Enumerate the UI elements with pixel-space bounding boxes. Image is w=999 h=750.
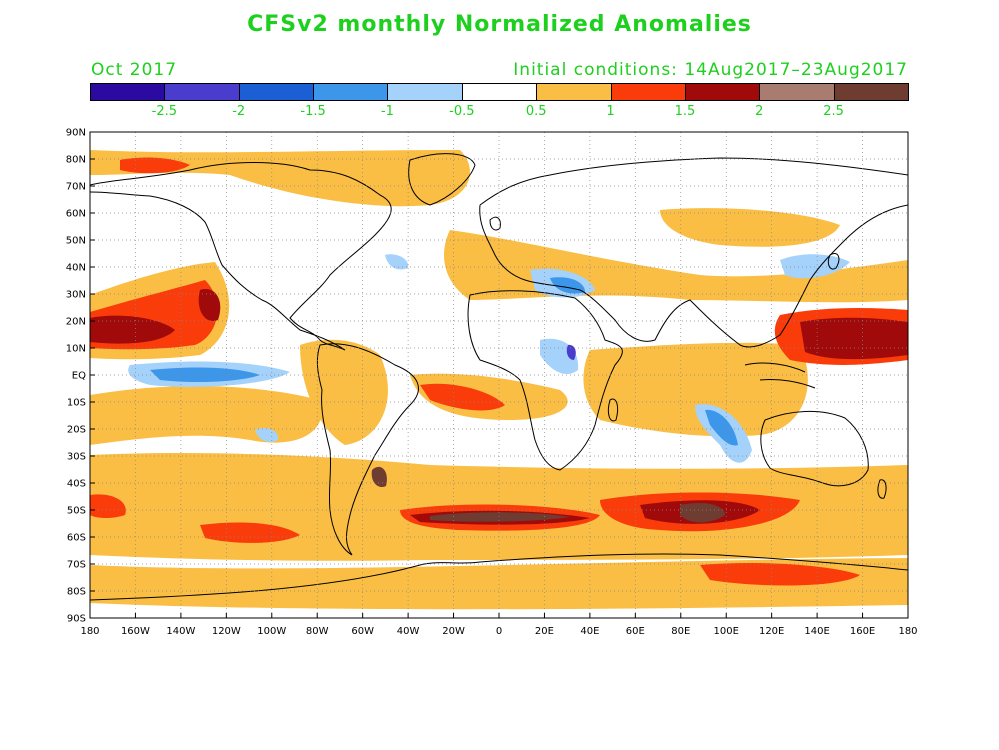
anomaly-region bbox=[198, 289, 221, 321]
anomaly-region bbox=[705, 409, 738, 446]
lat-tick-label: 80N bbox=[66, 155, 86, 166]
chart-title: CFSv2 monthly Normalized Anomalies bbox=[247, 12, 752, 37]
anomaly-region bbox=[200, 522, 300, 543]
colorbar-label: 0.5 bbox=[525, 104, 547, 119]
axis-ticks: 90N 80N 70N 60N 50N 40N 30N 20N 10N EQ 10S 20S 30S 40… bbox=[66, 128, 918, 638]
lat-tick-label: EQ bbox=[72, 371, 86, 382]
lon-tick-label: 0 bbox=[496, 626, 502, 637]
anomaly-region bbox=[90, 315, 175, 344]
lon-tick-label: 20E bbox=[535, 626, 554, 637]
anomaly-region bbox=[800, 317, 908, 360]
lon-tick-label: 100E bbox=[714, 626, 739, 637]
africa-coast bbox=[467, 290, 623, 471]
coastlines bbox=[90, 153, 908, 601]
anomaly-region bbox=[90, 558, 908, 610]
forecast-month: Oct 2017 bbox=[91, 60, 178, 80]
colorbar-label: -0.5 bbox=[449, 104, 475, 119]
lat-tick-label: 90N bbox=[66, 128, 86, 139]
lon-tick-label: 120W bbox=[212, 626, 241, 637]
lat-tick-label: 60S bbox=[67, 533, 86, 544]
colorbar-label: 2.5 bbox=[823, 104, 844, 119]
anomaly-region bbox=[660, 208, 840, 247]
anomaly-region bbox=[566, 344, 576, 360]
lat-tick-label: 50N bbox=[66, 236, 86, 247]
colorbar-label: 1 bbox=[606, 104, 615, 119]
japan-coast bbox=[827, 253, 840, 270]
indonesia-coast bbox=[744, 362, 816, 389]
lon-tick-label: 160E bbox=[850, 626, 875, 637]
colorbar-label: 1.5 bbox=[674, 104, 696, 119]
lon-tick-label: 60W bbox=[351, 626, 374, 637]
anomaly-region bbox=[90, 494, 126, 519]
anomaly-region bbox=[150, 367, 260, 383]
anomaly-region bbox=[420, 383, 505, 411]
lon-tick-label: 100W bbox=[257, 626, 286, 637]
lat-tick-label: 10S bbox=[67, 398, 86, 409]
anomaly-region bbox=[700, 563, 860, 586]
colorbar bbox=[90, 83, 909, 103]
lat-tick-label: 70S bbox=[67, 560, 86, 571]
lat-tick-label: 40S bbox=[67, 479, 86, 490]
lon-tick-label: 80E bbox=[671, 626, 690, 637]
graticule bbox=[90, 132, 908, 618]
anomaly-region bbox=[120, 157, 190, 174]
colorbar-label: 2 bbox=[755, 104, 764, 119]
anomaly-region bbox=[780, 254, 850, 279]
lat-tick-label: 80S bbox=[67, 587, 86, 598]
antarctica-coast bbox=[90, 553, 908, 601]
anomaly-region bbox=[430, 512, 570, 522]
europe-asia-coast bbox=[479, 157, 908, 348]
anomaly-region bbox=[255, 428, 279, 442]
lat-tick-label: 70N bbox=[66, 182, 86, 193]
australia-coast bbox=[760, 411, 869, 487]
lat-tick-label: 20N bbox=[66, 317, 86, 328]
lon-tick-label: 140E bbox=[804, 626, 829, 637]
anomaly-region bbox=[371, 466, 387, 488]
lon-tick-label: 80W bbox=[306, 626, 329, 637]
lon-tick-label: 60E bbox=[626, 626, 645, 637]
madagascar-coast bbox=[607, 398, 619, 422]
colorbar-label: -2 bbox=[232, 104, 246, 119]
initial-conditions: Initial conditions: 14Aug2017–23Aug2017 bbox=[513, 60, 908, 80]
lon-tick-label: 160W bbox=[121, 626, 150, 637]
lat-tick-label: 10N bbox=[66, 344, 86, 355]
anomaly-region bbox=[680, 503, 725, 523]
colorbar-label: -1 bbox=[380, 104, 394, 119]
lon-tick-label: 40W bbox=[397, 626, 420, 637]
lon-tick-label: 180 bbox=[898, 626, 917, 637]
uk-coast bbox=[489, 216, 501, 231]
anomaly-region bbox=[385, 254, 409, 270]
new-zealand-coast bbox=[877, 479, 887, 499]
colorbar-label: -2.5 bbox=[151, 104, 178, 119]
south-america-coast bbox=[316, 343, 419, 556]
lat-tick-label: 30S bbox=[67, 452, 86, 463]
anomaly-region bbox=[300, 339, 388, 445]
colorbar-swatch bbox=[833, 83, 909, 101]
lat-tick-label: 90S bbox=[67, 614, 86, 625]
lat-tick-label: 40N bbox=[66, 263, 86, 274]
anomaly-region bbox=[583, 342, 808, 437]
lon-tick-label: 140W bbox=[166, 626, 195, 637]
greenland-coast bbox=[408, 153, 476, 206]
lon-tick-label: 40E bbox=[580, 626, 599, 637]
lon-tick-label: 120E bbox=[759, 626, 784, 637]
colorbar-label: -1.5 bbox=[300, 104, 326, 119]
north-america-coast bbox=[90, 162, 392, 351]
lon-tick-label: 20W bbox=[442, 626, 465, 637]
lat-tick-label: 60N bbox=[66, 209, 86, 220]
lon-tick-label: 180 bbox=[80, 626, 99, 637]
lat-tick-label: 50S bbox=[67, 506, 86, 517]
lat-tick-label: 30N bbox=[66, 290, 86, 301]
lat-tick-label: 20S bbox=[67, 425, 86, 436]
